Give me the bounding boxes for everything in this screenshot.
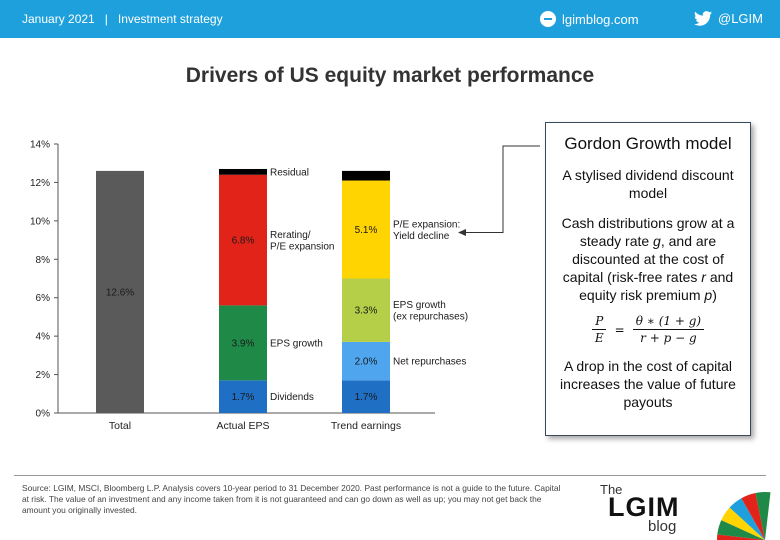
segment-label-line: EPS growth <box>393 300 446 311</box>
umbrella-panel <box>741 493 765 540</box>
segment-label-line: P/E expansion <box>270 241 335 252</box>
footer-divider <box>14 475 766 476</box>
site-label: lgimblog.com <box>562 11 639 27</box>
data-label: 3.3% <box>355 306 378 317</box>
bar-segment <box>342 380 390 413</box>
bar-segment <box>219 380 267 413</box>
bar-segment <box>342 180 390 279</box>
segment-label-line: Yield decline <box>393 231 450 242</box>
bar-segment <box>219 305 267 381</box>
segment-label-line: EPS growth <box>270 338 323 349</box>
y-tick-label: 14% <box>30 140 50 151</box>
segment-label: Dividends <box>270 392 314 403</box>
data-label: 5.1% <box>355 225 378 236</box>
bar-segment <box>342 278 390 342</box>
segment-label-line: Net repurchases <box>393 357 466 368</box>
formula-rhs: θ ∗ (1 + g) r + p − g <box>632 314 705 345</box>
segment-label: Net repurchases <box>393 357 466 368</box>
y-tick-label: 2% <box>36 370 51 381</box>
segment-label: Rerating/P/E expansion <box>270 230 335 253</box>
umbrella-panel <box>721 507 765 540</box>
y-tick-label: 8% <box>36 255 51 266</box>
gordon-desc-part: and equity risk premium <box>579 269 734 303</box>
formula-rhs-num: θ ∗ (1 + g) <box>632 314 705 330</box>
gordon-var-p: p <box>704 287 713 303</box>
data-label: 12.6% <box>106 287 134 298</box>
x-tick-label: Actual EPS <box>216 420 269 432</box>
data-label: 1.7% <box>232 392 255 403</box>
stacked-bar-chart: 0% 2% 4% 6% 8% 10% 12% 14% Total Actual EPS Trend … <box>30 140 540 432</box>
gordon-var-g: g <box>653 233 661 249</box>
header-bar: January 2021 | Investment strategy lgimblo… <box>0 0 780 38</box>
segment-label-line: Residual <box>270 167 309 178</box>
header-left: January 2021 | Investment strategy <box>22 12 223 26</box>
logo-the: The <box>600 482 623 497</box>
site-link[interactable]: lgimblog.com <box>540 11 639 27</box>
segment-label-line: Dividends <box>270 392 314 403</box>
globe-icon <box>540 11 556 27</box>
gordon-desc-part: , and are discounted at the cost of capi… <box>562 233 724 285</box>
formula-equals: = <box>614 322 625 337</box>
segment-label-line: (ex repurchases) <box>393 311 468 322</box>
umbrella-icon <box>717 492 771 540</box>
bar-segment <box>219 174 267 306</box>
twitter-link[interactable]: @LGIM <box>694 11 763 26</box>
segment-label-line: P/E expansion: <box>393 219 460 230</box>
segment-label: EPS growth <box>270 338 323 349</box>
twitter-label: @LGIM <box>718 11 763 26</box>
y-tick-label: 12% <box>30 178 50 189</box>
gordon-subtitle: A stylised dividend discount model <box>562 167 734 201</box>
logo-lgim: LGIM <box>608 492 680 522</box>
umbrella-panel <box>755 492 771 540</box>
connector-line <box>462 145 540 234</box>
formula-lhs-num: P <box>592 314 607 330</box>
data-label: 3.9% <box>232 338 255 349</box>
umbrella-panel <box>717 534 765 540</box>
chart-title: Drivers of US equity market performance <box>185 64 595 87</box>
header-separator: | <box>104 12 108 26</box>
segment-label: Residual <box>270 167 309 178</box>
bar-segment <box>342 170 390 181</box>
connector-arrowhead <box>458 229 466 237</box>
bar-segment <box>96 170 144 413</box>
formula-lhs-den: E <box>594 331 604 345</box>
data-label: 1.7% <box>355 392 378 403</box>
header-section: Investment strategy <box>117 12 223 26</box>
umbrella-panel <box>729 498 765 540</box>
gordon-description: Cash distributions grow at a steady rate… <box>554 214 742 304</box>
y-tick-label: 4% <box>36 332 51 343</box>
bar-segment <box>342 341 390 381</box>
segment-label: EPS growth (ex repurchases) <box>393 300 468 323</box>
lgim-blog-logo[interactable]: The LGIM blog <box>590 480 780 540</box>
data-label: 2.0% <box>355 357 378 368</box>
formula-rhs-den: r + p − g <box>640 331 697 345</box>
gordon-formula: P E = θ ∗ (1 + g) r + p − g <box>546 314 750 345</box>
segment-label: P/E expansion: Yield decline <box>393 219 460 242</box>
twitter-bird-icon <box>694 11 712 26</box>
logo-blog: blog <box>648 518 677 535</box>
data-label: 6.8% <box>232 236 255 247</box>
formula-lhs: P E <box>592 314 607 345</box>
gordon-desc-part: ) <box>712 287 717 303</box>
gordon-desc-part: Cash distributions grow at a steady rate <box>561 215 735 249</box>
segment-label-line: Rerating/ <box>270 230 311 241</box>
bar-segment <box>219 168 267 175</box>
gordon-title: Gordon Growth model <box>564 134 732 153</box>
x-tick-label: Trend earnings <box>331 420 401 432</box>
x-tick-label: Total <box>109 420 131 432</box>
header-date: January 2021 <box>22 12 95 26</box>
gordon-var-r: r <box>701 269 706 285</box>
y-tick-label: 10% <box>30 216 50 227</box>
umbrella-panel <box>717 520 765 540</box>
gordon-model-box: Gordon Growth model A stylised dividend … <box>545 122 751 436</box>
gordon-footer: A drop in the cost of capital increases … <box>560 358 736 410</box>
y-tick-label: 6% <box>36 293 51 304</box>
y-tick-label: 0% <box>36 409 51 420</box>
source-note: Source: LGIM, MSCI, Bloomberg L.P. Analy… <box>22 483 561 515</box>
